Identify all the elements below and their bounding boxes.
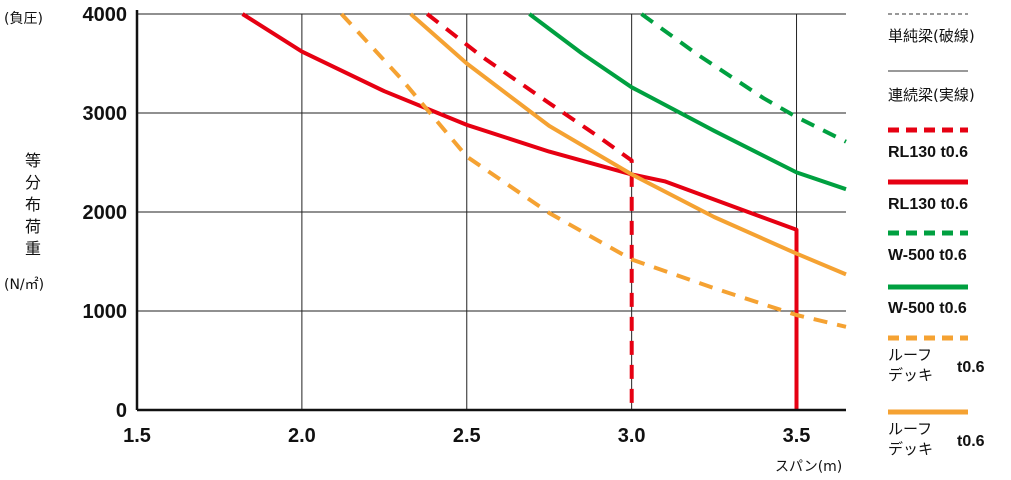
x-tick-label: 3.0 <box>618 425 646 447</box>
tick-labels: 1.5 2.0 2.5 3.0 3.5 0 1000 2000 3000 4000 <box>83 4 811 447</box>
y-axis-label-char: 分 <box>25 173 41 192</box>
x-tick-label: 3.5 <box>783 425 811 447</box>
legend-label: t0.6 <box>957 359 985 376</box>
y-tick-label: 2000 <box>83 202 128 224</box>
legend-label: 単純梁(破線) <box>888 27 975 45</box>
legend-label: W-500 t0.6 <box>888 300 967 317</box>
x-tick-label: 1.5 <box>123 425 151 447</box>
x-tick-label: 2.0 <box>288 425 316 447</box>
y-axis-label-char: 布 <box>25 195 41 214</box>
x-axis-label: スパン(m) <box>775 459 842 475</box>
legend: 単純梁(破線) 連続梁(実線) RL130 t0.6 RL130 t0.6 W-500 … <box>888 13 985 458</box>
y-axis-label-char: 等 <box>25 151 41 170</box>
series-line-2 <box>640 12 847 144</box>
legend-label: ルーフ <box>888 346 932 364</box>
grid <box>137 13 846 410</box>
y-tick-label: 3000 <box>83 103 128 125</box>
legend-label: デッキ <box>888 366 933 384</box>
x-tick-label: 2.5 <box>453 425 481 447</box>
y-axis-label-char: 重 <box>25 239 41 258</box>
legend-label: デッキ <box>888 440 933 458</box>
y-axis-label-char: 荷 <box>25 217 41 236</box>
axes <box>135 10 846 412</box>
series-line-0 <box>425 12 634 410</box>
series-line-4 <box>340 12 847 329</box>
legend-label: ルーフ <box>888 420 932 438</box>
legend-label: 連続梁(実線) <box>888 86 975 104</box>
legend-label: t0.6 <box>957 433 985 450</box>
y-axis-unit: (N/㎡) <box>4 277 44 293</box>
y-corner-label: (負圧) <box>4 11 43 27</box>
series-line-1 <box>241 12 799 410</box>
y-tick-label: 4000 <box>83 4 128 26</box>
y-tick-label: 1000 <box>83 301 128 323</box>
legend-label: W-500 t0.6 <box>888 247 967 264</box>
legend-label: RL130 t0.6 <box>888 144 968 161</box>
series-line-5 <box>409 12 847 277</box>
series-line-3 <box>528 12 847 192</box>
y-tick-label: 0 <box>116 400 127 422</box>
series-layer <box>241 12 847 410</box>
legend-label: RL130 t0.6 <box>888 196 968 213</box>
